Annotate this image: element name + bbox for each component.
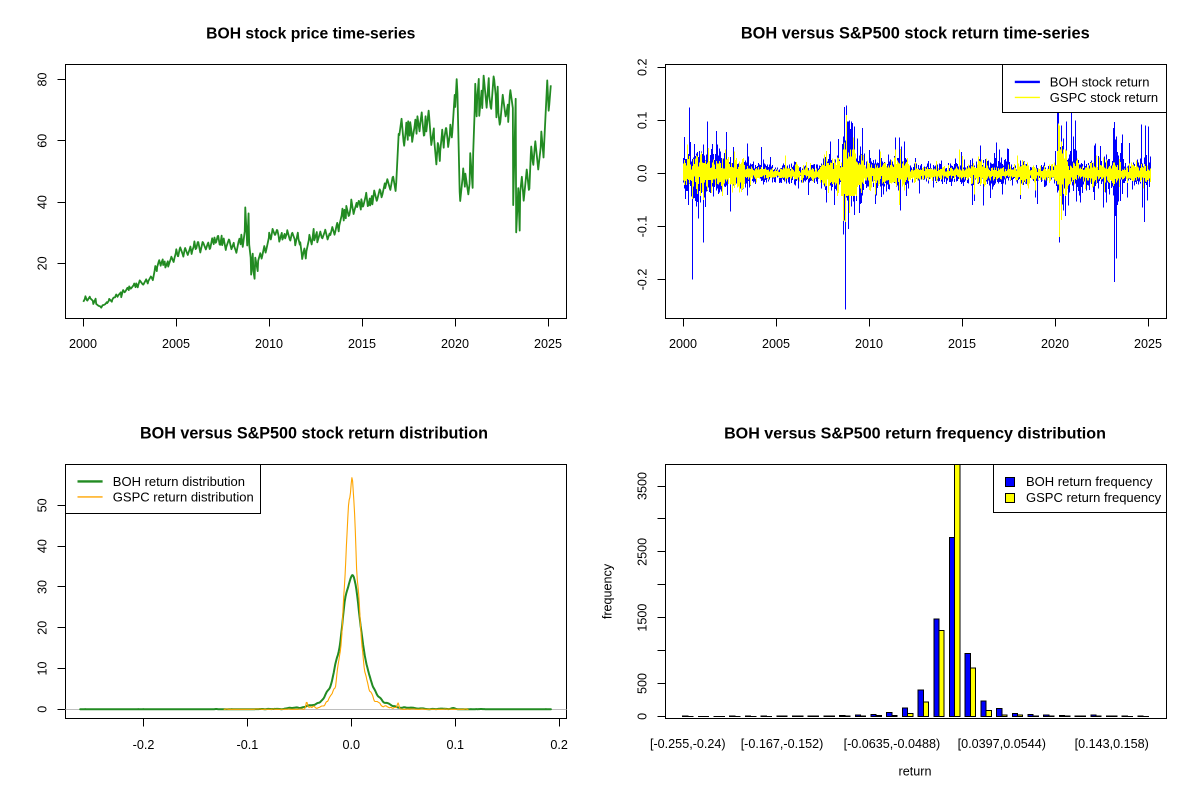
svg-text:-0.1: -0.1 xyxy=(237,738,259,752)
svg-text:20: 20 xyxy=(35,256,49,270)
svg-text:10: 10 xyxy=(35,662,49,676)
svg-text:2500: 2500 xyxy=(635,538,649,566)
svg-text:2020: 2020 xyxy=(441,337,469,351)
svg-text:0: 0 xyxy=(35,706,49,713)
svg-text:2000: 2000 xyxy=(669,337,697,351)
svg-text:-0.2: -0.2 xyxy=(133,738,155,752)
svg-text:80: 80 xyxy=(35,72,49,86)
svg-text:0.0: 0.0 xyxy=(343,738,361,752)
svg-text:2010: 2010 xyxy=(255,337,283,351)
svg-text:-0.2: -0.2 xyxy=(635,269,649,291)
svg-text:40: 40 xyxy=(35,539,49,553)
svg-text:0.1: 0.1 xyxy=(635,112,649,130)
svg-text:BOH stock price time-series: BOH stock price time-series xyxy=(206,26,416,43)
svg-text:50: 50 xyxy=(35,498,49,512)
svg-text:BOH versus S&P500 stock return: BOH versus S&P500 stock return distribut… xyxy=(140,425,488,443)
svg-text:2010: 2010 xyxy=(855,337,883,351)
svg-text:0.2: 0.2 xyxy=(635,59,649,77)
svg-text:2020: 2020 xyxy=(1041,337,1069,351)
svg-text:return: return xyxy=(899,765,932,779)
svg-text:0: 0 xyxy=(635,713,649,720)
svg-text:BOH versus S&P500 stock return: BOH versus S&P500 stock return time-seri… xyxy=(741,25,1090,43)
svg-text:2005: 2005 xyxy=(762,337,790,351)
svg-text:2000: 2000 xyxy=(69,337,97,351)
svg-text:[0.0397,0.0544): [0.0397,0.0544) xyxy=(958,737,1046,751)
svg-text:0.1: 0.1 xyxy=(446,738,464,752)
svg-text:500: 500 xyxy=(635,673,649,694)
svg-text:2015: 2015 xyxy=(948,337,976,351)
svg-text:GSPC return frequency: GSPC return frequency xyxy=(1026,490,1162,505)
svg-text:[-0.167,-0.152): [-0.167,-0.152) xyxy=(741,737,824,751)
svg-text:GSPC return distribution: GSPC return distribution xyxy=(113,489,254,504)
svg-text:0.0: 0.0 xyxy=(635,165,649,183)
svg-text:frequency: frequency xyxy=(601,563,615,619)
svg-text:2025: 2025 xyxy=(1134,337,1162,351)
svg-text:30: 30 xyxy=(35,580,49,594)
svg-text:[-0.0635,-0.0488): [-0.0635,-0.0488) xyxy=(844,737,941,751)
svg-text:BOH return frequency: BOH return frequency xyxy=(1026,474,1153,489)
svg-text:40: 40 xyxy=(35,195,49,209)
svg-text:[-0.255,-0.24): [-0.255,-0.24) xyxy=(650,737,726,751)
svg-text:BOH versus S&P500 return frequ: BOH versus S&P500 return frequency distr… xyxy=(724,425,1106,443)
svg-text:2025: 2025 xyxy=(534,337,562,351)
svg-text:0.2: 0.2 xyxy=(550,738,568,752)
svg-text:60: 60 xyxy=(35,134,49,148)
svg-text:[0.143,0.158): [0.143,0.158) xyxy=(1075,737,1149,751)
svg-text:GSPC stock return: GSPC stock return xyxy=(1050,90,1158,105)
svg-text:BOH stock return: BOH stock return xyxy=(1050,74,1150,89)
svg-text:3500: 3500 xyxy=(635,472,649,500)
svg-text:-0.1: -0.1 xyxy=(635,216,649,238)
svg-text:2005: 2005 xyxy=(162,337,190,351)
svg-text:20: 20 xyxy=(35,621,49,635)
svg-text:1500: 1500 xyxy=(635,604,649,632)
svg-text:2015: 2015 xyxy=(348,337,376,351)
svg-text:BOH return distribution: BOH return distribution xyxy=(113,474,245,489)
